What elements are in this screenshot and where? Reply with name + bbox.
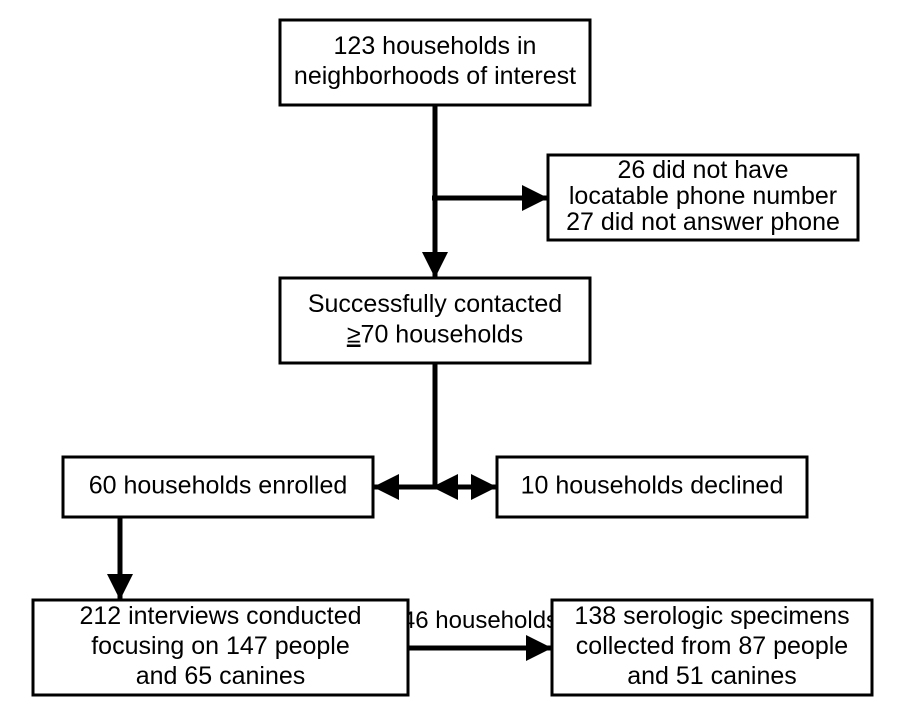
serologic-specimens: 138 serologic specimenscollected from 87… xyxy=(552,600,872,695)
households-declined-line-0: 10 households declined xyxy=(521,472,784,500)
successfully-contacted: Successfully contacted≥70 households xyxy=(280,278,590,363)
not-contacted-line-0: 26 did not have xyxy=(618,156,789,184)
households-of-interest: 123 households inneighborhoods of intere… xyxy=(280,20,590,105)
interviews-conducted-line-2: and 65 canines xyxy=(136,662,306,690)
households-declined: 10 households declined xyxy=(497,457,807,517)
serologic-specimens-line-1: collected from 87 people xyxy=(576,632,848,660)
interviews-conducted-line-0: 212 interviews conducted xyxy=(79,602,361,630)
successfully-contacted-line-0: Successfully contacted xyxy=(308,290,562,318)
serologic-specimens-line-0: 138 serologic specimens xyxy=(574,602,849,630)
households-enrolled: 60 households enrolled xyxy=(63,457,373,517)
serologic-specimens-line-2: and 51 canines xyxy=(627,662,797,690)
not-contacted-line-1: locatable phone number xyxy=(569,182,837,210)
interviews-conducted-line-1: focusing on 147 people xyxy=(91,632,350,660)
successfully-contacted-line-1: ≥70 households xyxy=(347,320,523,348)
households-of-interest-line-0: 123 households in xyxy=(334,32,537,60)
flowchart: 46 households 123 households inneighborho… xyxy=(0,0,900,722)
interviews-conducted: 212 interviews conductedfocusing on 147 … xyxy=(33,600,408,695)
not-contacted: 26 did not havelocatable phone number27 … xyxy=(548,155,858,240)
not-contacted-line-2: 27 did not answer phone xyxy=(566,208,840,236)
households-enrolled-line-0: 60 households enrolled xyxy=(89,472,348,500)
households-of-interest-line-1: neighborhoods of interest xyxy=(294,62,576,90)
edge-label-e5: 46 households xyxy=(402,607,558,634)
